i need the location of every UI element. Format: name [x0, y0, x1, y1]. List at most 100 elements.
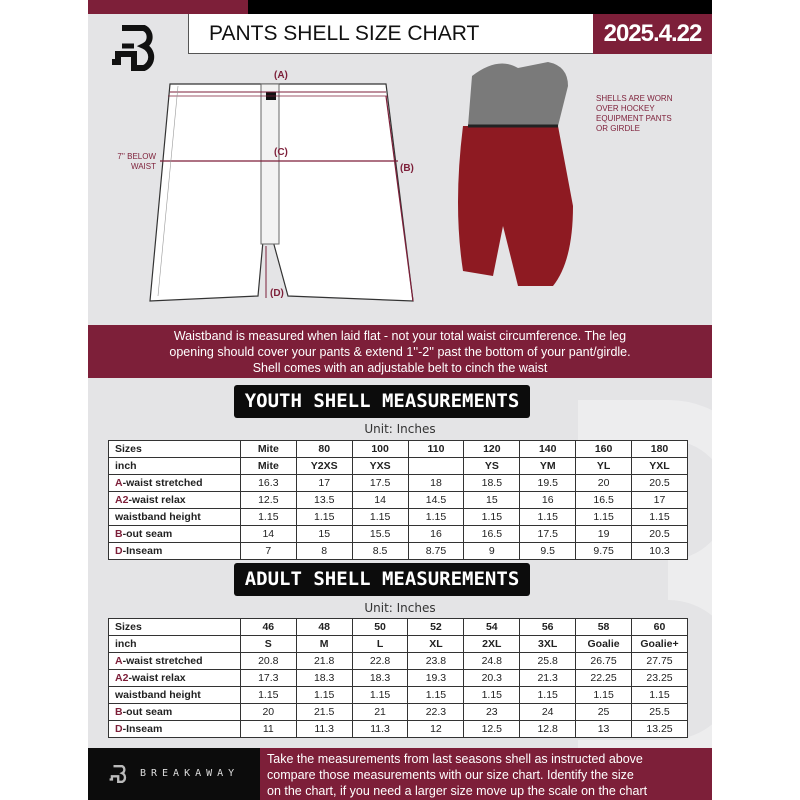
- table-cell: Mite: [239, 440, 297, 458]
- table-cell: 13.25: [631, 720, 688, 738]
- table-cell: 1.15: [351, 686, 409, 704]
- table-cell: 52: [407, 618, 465, 636]
- table-cell: 1.15: [463, 508, 521, 526]
- row-label: B-out seam: [108, 703, 241, 721]
- table-cell: S: [239, 635, 297, 653]
- table-cell: [407, 457, 465, 475]
- row-label: inch: [108, 635, 241, 653]
- table-cell: 18: [407, 474, 465, 492]
- youth-section-title: YOUTH SHELL MEASUREMENTS: [234, 385, 530, 418]
- adult-size-table: Sizes 46 48 50 52 54 56 58 60 inch S M L XL 2XL 3XL Goal…: [108, 618, 688, 738]
- table-cell: 1.15: [407, 686, 465, 704]
- table-cell: 14: [239, 525, 297, 543]
- row-label-text: Sizes: [115, 443, 142, 455]
- label-d: (D): [270, 288, 284, 299]
- row-prefix: B: [115, 528, 123, 540]
- row-label-text: -waist relax: [128, 672, 186, 684]
- table-cell: YXS: [351, 457, 409, 475]
- footer-line: compare those measurements with our size…: [267, 768, 634, 782]
- table-cell: 17.3: [239, 669, 297, 687]
- table-cell: 7: [239, 542, 297, 560]
- table-row: waistband height 1.15 1.15 1.15 1.15 1.15 1.15…: [108, 508, 688, 526]
- row-prefix: D: [115, 545, 123, 557]
- row-prefix: A2: [115, 494, 129, 506]
- date-badge: 2025.4.22: [593, 14, 712, 54]
- table-cell: 21.8: [295, 652, 353, 670]
- row-label-text: inch: [115, 638, 137, 650]
- table-cell: 120: [463, 440, 521, 458]
- table-cell: 12.8: [519, 720, 577, 738]
- top-bar-accent: [88, 0, 248, 14]
- table-cell: 13.5: [295, 491, 353, 509]
- table-cell: YXL: [631, 457, 688, 475]
- table-cell: Y2XS: [295, 457, 353, 475]
- table-cell: YM: [519, 457, 577, 475]
- table-cell: YL: [575, 457, 633, 475]
- table-cell: 18.5: [463, 474, 521, 492]
- table-row: D-Inseam 11 11.3 11.3 12 12.5 12.8 13 13.25: [108, 720, 688, 738]
- table-cell: Goalie+: [631, 635, 688, 653]
- table-cell: 23.8: [407, 652, 465, 670]
- row-prefix: A: [115, 477, 123, 489]
- label-c: (C): [274, 147, 288, 158]
- table-cell: M: [295, 635, 353, 653]
- table-cell: 50: [351, 618, 409, 636]
- table-cell: 18.3: [351, 669, 409, 687]
- table-cell: 48: [295, 618, 353, 636]
- table-cell: 20: [239, 703, 297, 721]
- table-cell: 10.3: [631, 542, 688, 560]
- row-label-text: -Inseam: [122, 545, 163, 557]
- row-label-text: -out seam: [122, 706, 173, 718]
- table-cell: 80: [295, 440, 353, 458]
- table-cell: 23.25: [631, 669, 688, 687]
- table-cell: 20: [575, 474, 633, 492]
- table-cell: 21.3: [519, 669, 577, 687]
- table-cell: 14: [351, 491, 409, 509]
- table-cell: 24: [519, 703, 577, 721]
- row-label: D-Inseam: [108, 720, 241, 738]
- table-cell: 16: [519, 491, 577, 509]
- note-line: OVER HOCKEY: [596, 104, 655, 113]
- table-cell: 19: [575, 525, 633, 543]
- table-cell: 13: [575, 720, 633, 738]
- table-row: A-waist stretched 20.8 21.8 22.8 23.8 24.8 25.…: [108, 652, 688, 670]
- table-cell: 17.5: [351, 474, 409, 492]
- table-cell: 17: [631, 491, 688, 509]
- table-row: waistband height 1.15 1.15 1.15 1.15 1.15 1.15…: [108, 686, 688, 704]
- info-band: Waistband is measured when laid flat - n…: [88, 325, 712, 378]
- table-cell: 56: [519, 618, 577, 636]
- row-label: waistband height: [108, 686, 241, 704]
- table-cell: 9: [463, 542, 521, 560]
- table-cell: 160: [575, 440, 633, 458]
- row-label-text: Sizes: [115, 621, 142, 633]
- table-row: Sizes 46 48 50 52 54 56 58 60: [108, 618, 688, 636]
- row-prefix: A2: [115, 672, 129, 684]
- footer-line: Take the measurements from last seasons …: [267, 752, 643, 766]
- table-cell: 18.3: [295, 669, 353, 687]
- title-box: PANTS SHELL SIZE CHART: [188, 14, 594, 54]
- table-cell: 2XL: [463, 635, 521, 653]
- table-cell: 1.15: [631, 508, 688, 526]
- row-label: A-waist stretched: [108, 474, 241, 492]
- table-row: inch S M L XL 2XL 3XL Goalie Goalie+: [108, 635, 688, 653]
- row-prefix: A: [115, 655, 123, 667]
- table-cell: L: [351, 635, 409, 653]
- table-cell: 22.25: [575, 669, 633, 687]
- table-cell: Mite: [239, 457, 297, 475]
- table-cell: 16: [407, 525, 465, 543]
- table-cell: 17: [295, 474, 353, 492]
- table-cell: 20.8: [239, 652, 297, 670]
- row-label: A2-waist relax: [108, 491, 241, 509]
- table-cell: 8.5: [351, 542, 409, 560]
- table-cell: 140: [519, 440, 577, 458]
- adult-unit: Unit: Inches: [364, 601, 436, 615]
- row-label-text: waistband height: [115, 511, 201, 523]
- table-row: D-Inseam 7 8 8.5 8.75 9 9.5 9.75 10.3: [108, 542, 688, 560]
- table-cell: 1.15: [463, 686, 521, 704]
- table-cell: 20.5: [631, 525, 688, 543]
- table-cell: 1.15: [239, 508, 297, 526]
- table-cell: 16.5: [463, 525, 521, 543]
- row-label: A-waist stretched: [108, 652, 241, 670]
- table-cell: 9.5: [519, 542, 577, 560]
- table-cell: 14.5: [407, 491, 465, 509]
